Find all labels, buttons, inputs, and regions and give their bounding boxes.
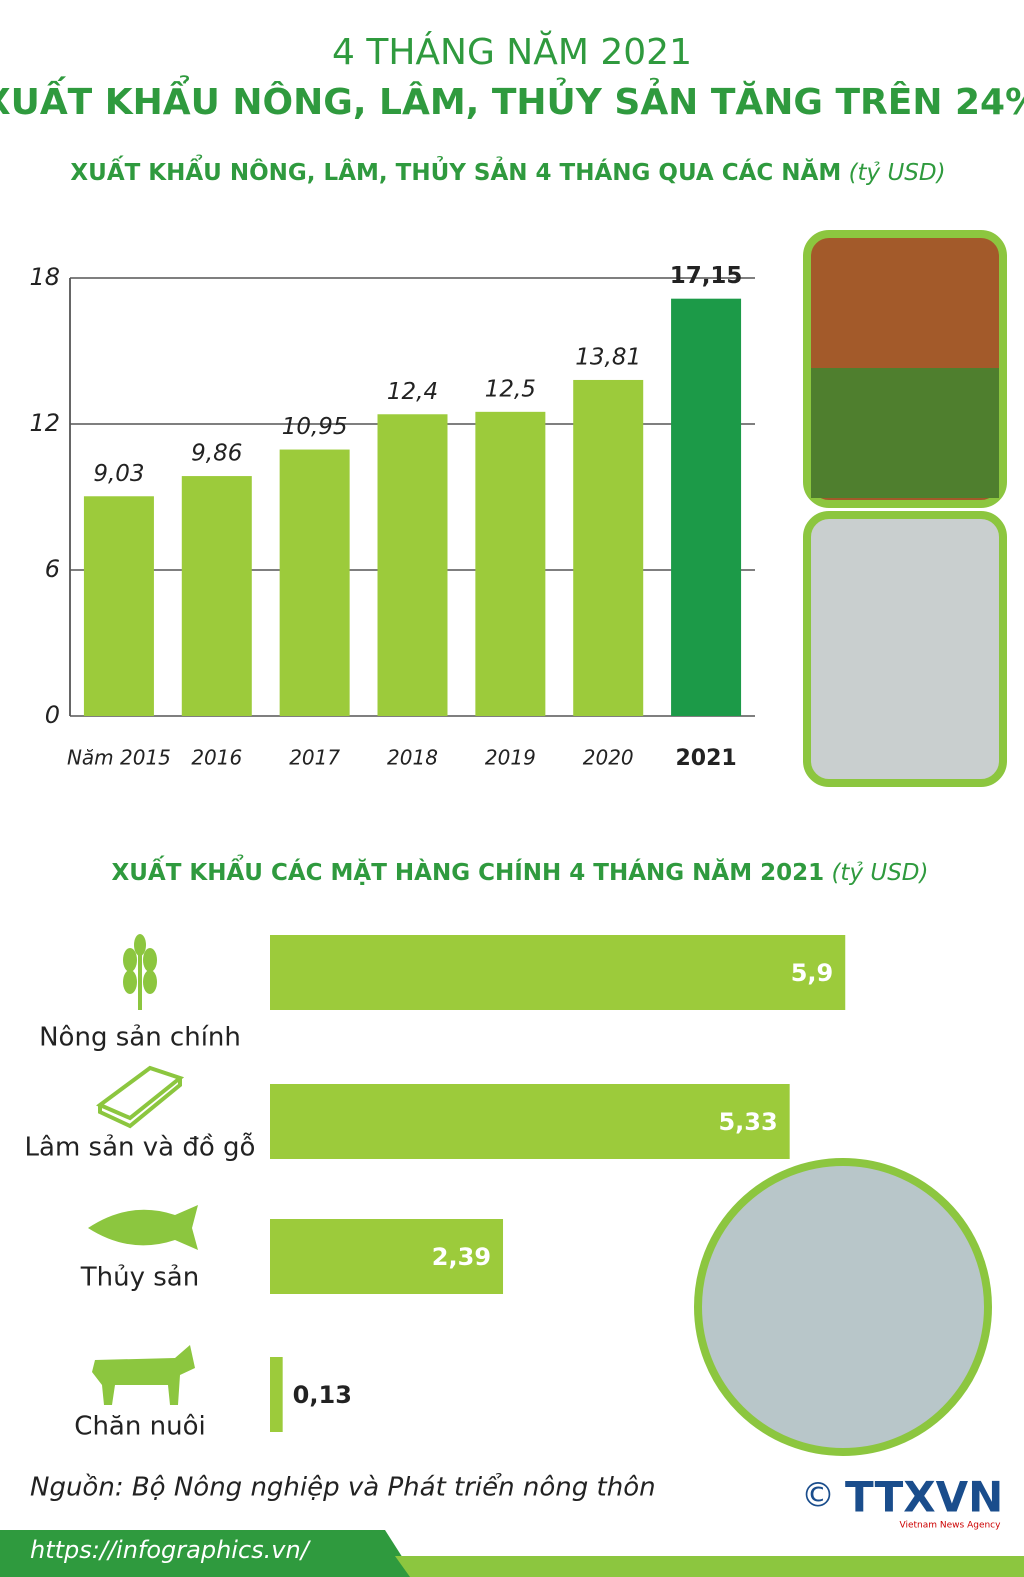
chart-unit: (tỷ USD) — [849, 160, 946, 186]
category-label: Lâm sản và đồ gỗ — [25, 1132, 256, 1163]
x-tick-label: Năm 2015 — [67, 746, 171, 770]
x-tick-label: 2021 — [675, 746, 736, 771]
logo: TTXVN — [845, 1473, 1003, 1522]
photo-pepper — [811, 368, 999, 498]
value-label: 2,39 — [432, 1243, 491, 1271]
x-tick-label: 2018 — [387, 746, 438, 770]
x-tick-label: 2016 — [191, 746, 242, 770]
footer-stripe — [395, 1556, 1024, 1577]
icon-wheat — [123, 934, 157, 1010]
icon-fish — [88, 1205, 198, 1250]
copyright: © — [801, 1476, 835, 1516]
value-label: 10,95 — [282, 414, 348, 440]
x-tick-label: 2019 — [485, 746, 536, 770]
bar — [270, 935, 846, 1010]
chart-unit: (tỷ USD) — [831, 860, 928, 886]
value-label: 12,5 — [485, 376, 536, 402]
agency: Vietnam News Agency — [900, 1521, 1002, 1531]
bar — [475, 411, 546, 716]
icon-wood — [96, 1065, 185, 1129]
bar — [83, 496, 154, 716]
kicker: 4 THÁNG NĂM 2021 — [332, 30, 692, 73]
value-label: 13,81 — [575, 344, 641, 370]
bar — [279, 449, 350, 716]
url[interactable]: https://infographics.vn/ — [30, 1536, 312, 1564]
bar — [377, 414, 448, 716]
main-title: XUẤT KHẨU NÔNG, LÂM, THỦY SẢN TĂNG TRÊN … — [0, 75, 1024, 123]
y-tick-label: 6 — [45, 555, 60, 583]
value-label: 0,13 — [293, 1381, 352, 1409]
value-label: 9,03 — [93, 461, 144, 487]
bar — [671, 298, 742, 716]
category-label: Thủy sản — [80, 1263, 199, 1293]
bar — [573, 379, 644, 716]
chart-title-text: XUẤT KHẨU NÔNG, LÂM, THỦY SẢN 4 THÁNG QU… — [70, 155, 841, 186]
category-label: Chăn nuôi — [74, 1412, 205, 1442]
value-label: 12,4 — [387, 379, 438, 405]
bar — [270, 1357, 283, 1432]
chart-title: XUẤT KHẨU CÁC MẶT HÀNG CHÍNH 4 THÁNG NĂM… — [112, 855, 929, 886]
x-tick-label: 2020 — [583, 746, 634, 770]
y-tick-label: 18 — [29, 263, 60, 291]
source: Nguồn: Bộ Nông nghiệp và Phát triển nông… — [30, 1472, 656, 1503]
category-label: Nông sản chính — [39, 1023, 241, 1053]
value-label: 9,86 — [191, 441, 242, 467]
value-label: 17,15 — [670, 263, 743, 289]
value-label: 5,33 — [718, 1108, 777, 1136]
photo-seafood — [694, 1158, 992, 1456]
value-label: 5,9 — [791, 959, 834, 987]
icon-cow — [92, 1345, 195, 1405]
y-tick-label: 12 — [29, 409, 60, 437]
photo-factory — [803, 511, 1007, 787]
footer-band — [0, 1530, 415, 1577]
y-tick-label: 0 — [45, 701, 60, 729]
chart-title: XUẤT KHẨU NÔNG, LÂM, THỦY SẢN 4 THÁNG QU… — [70, 155, 945, 186]
chart-title-text: XUẤT KHẨU CÁC MẶT HÀNG CHÍNH 4 THÁNG NĂM… — [112, 855, 825, 886]
bar — [270, 1084, 790, 1159]
x-tick-label: 2017 — [289, 746, 340, 770]
bar — [181, 476, 252, 716]
bar — [270, 1219, 504, 1294]
